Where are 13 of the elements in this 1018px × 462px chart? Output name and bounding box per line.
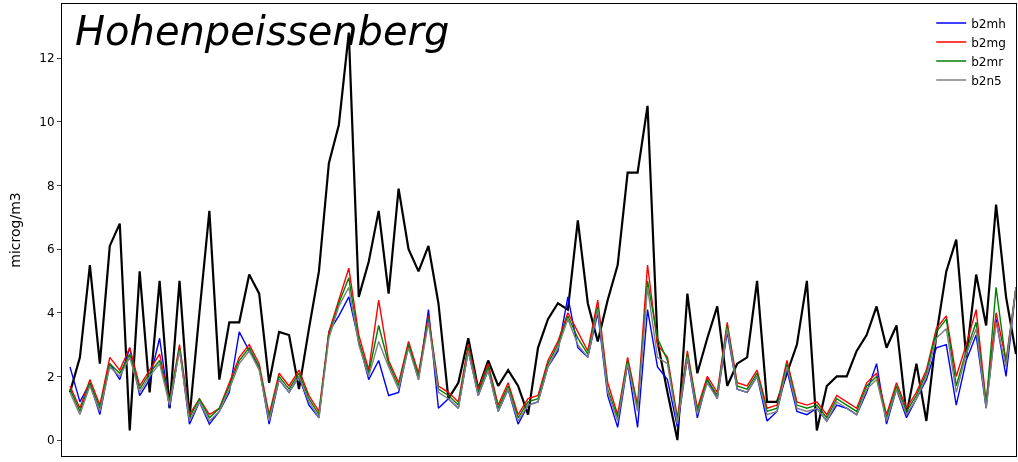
legend-label: b2mg (971, 35, 1006, 50)
y-tick-label: 4 (46, 305, 55, 320)
y-tick-label: 12 (39, 51, 55, 66)
y-tick-label: 8 (46, 178, 55, 193)
chart-title: Hohenpeissenberg (75, 8, 450, 54)
y-tick-label: 0 (46, 433, 55, 448)
legend-label: b2n5 (971, 73, 1002, 88)
y-tick-label: 6 (46, 242, 55, 257)
y-axis-title: microg/m3 (6, 192, 23, 268)
legend-label: b2mr (971, 54, 1004, 69)
y-tick-label: 10 (39, 114, 55, 129)
y-tick-label: 2 (46, 369, 55, 384)
legend-label: b2mh (971, 16, 1006, 31)
